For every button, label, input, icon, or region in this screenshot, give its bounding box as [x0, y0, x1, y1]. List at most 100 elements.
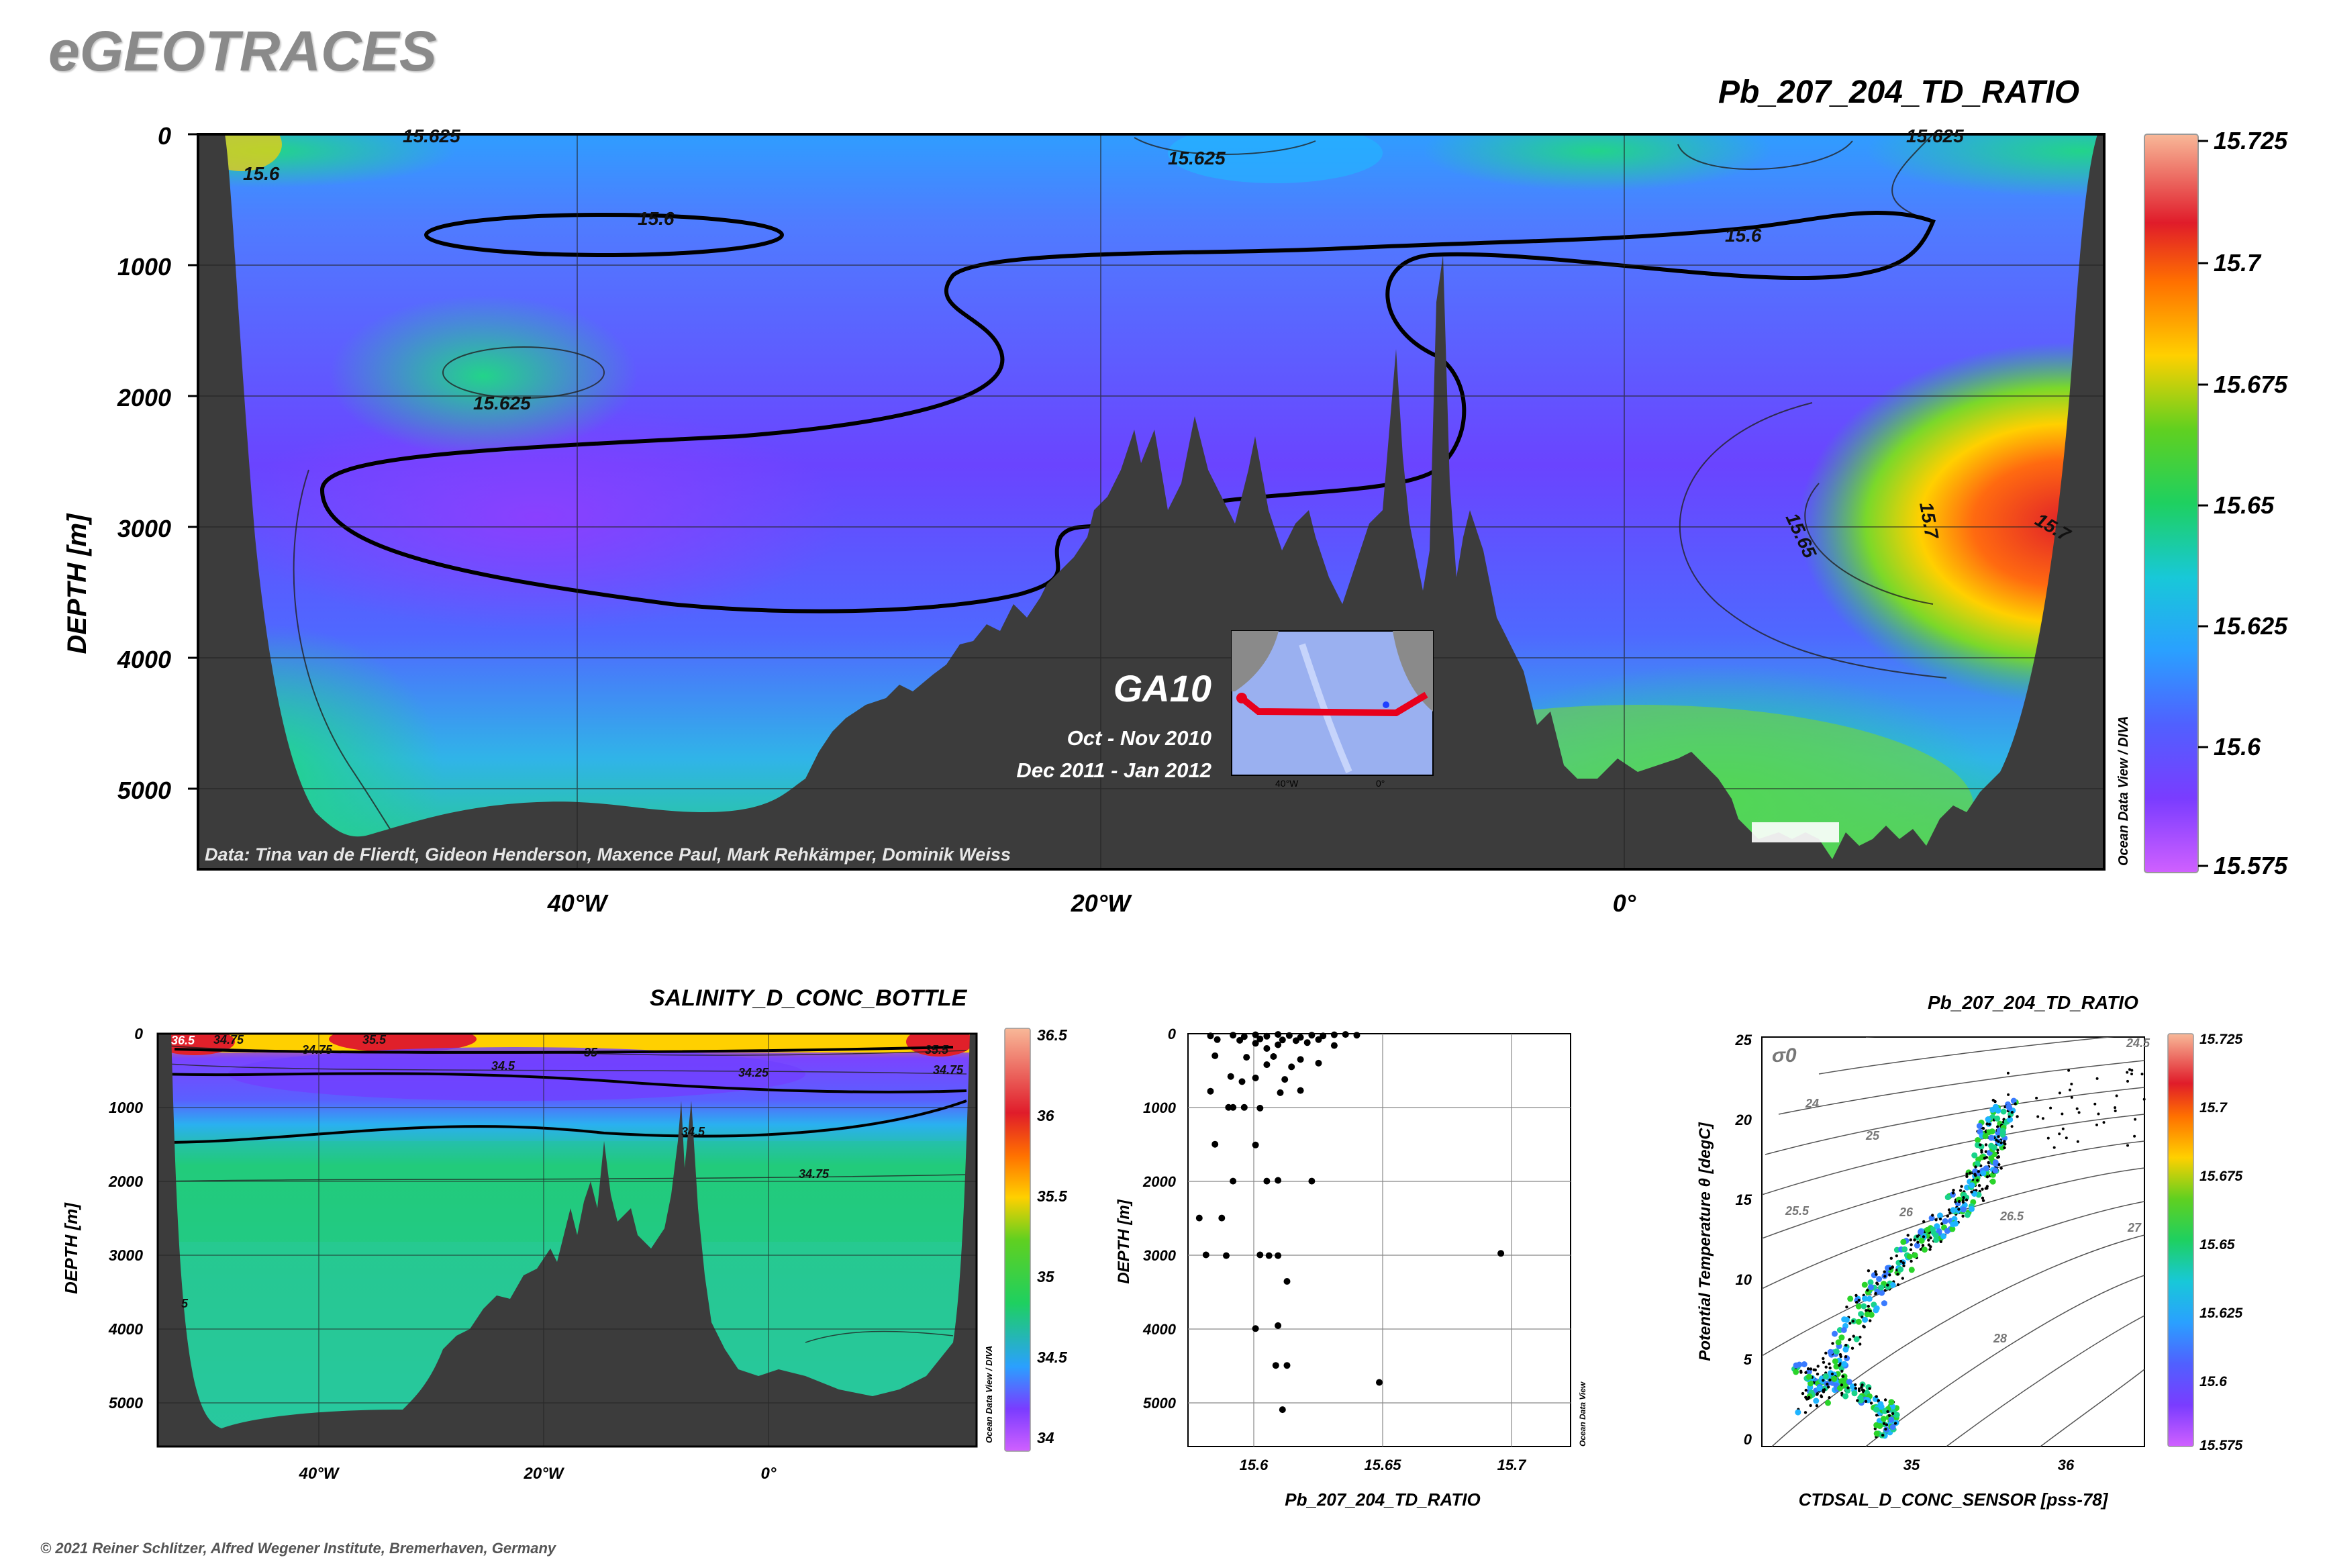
data-point	[1985, 1122, 1989, 1126]
colorbar-tick: 34.5	[1037, 1349, 1068, 1366]
data-point	[1860, 1385, 1863, 1389]
data-point	[1868, 1312, 1875, 1318]
data-point	[1822, 1373, 1829, 1379]
data-point	[1881, 1408, 1888, 1414]
data-point	[1969, 1206, 1975, 1212]
data-point	[1944, 1194, 1951, 1201]
data-point	[1842, 1382, 1848, 1388]
data-point	[1896, 1283, 1900, 1287]
data-point	[1824, 1365, 1828, 1369]
data-point	[2014, 1102, 2017, 1106]
data-point	[1999, 1141, 2003, 1144]
data-point	[1230, 1032, 1237, 1039]
data-point	[1828, 1362, 1831, 1366]
data-point	[2140, 1073, 2144, 1076]
data-point	[1883, 1289, 1887, 1292]
data-point	[1861, 1383, 1864, 1387]
data-point	[1873, 1307, 1879, 1314]
data-point	[1801, 1391, 1805, 1395]
data-point	[1921, 1244, 1925, 1247]
data-point	[2076, 1140, 2079, 1143]
contour-label: 15.6	[243, 163, 280, 184]
y-tick-label: 25	[1735, 1032, 1752, 1048]
data-point	[1962, 1196, 1965, 1199]
main-section-chart: 15.625 15.6 15.6 15.625 15.6 15.625 15.6…	[62, 122, 2288, 917]
data-point	[1864, 1400, 1868, 1403]
data-point	[1992, 1159, 1999, 1166]
data-point	[1909, 1238, 1912, 1242]
data-point	[1803, 1411, 1808, 1414]
data-point	[1833, 1348, 1840, 1355]
data-point	[1932, 1232, 1939, 1239]
data-point	[1839, 1355, 1842, 1359]
x-tick-label: 15.65	[1364, 1457, 1401, 1473]
data-point	[1981, 1196, 1985, 1199]
data-point	[1283, 1362, 1291, 1369]
y-tick-label: 0	[1168, 1026, 1177, 1042]
colorbar-tick: 15.6	[2199, 1374, 2227, 1389]
data-point	[1862, 1316, 1869, 1323]
contour-label: 34.75	[302, 1043, 333, 1057]
data-point	[1809, 1367, 1813, 1371]
data-point	[1983, 1165, 1989, 1172]
data-point	[1886, 1410, 1889, 1414]
data-point	[1902, 1264, 1905, 1267]
data-point	[1875, 1273, 1878, 1276]
salinity-section-chart: 34.75 35.5 35 34.75 35.5 34.5 34.25 34.7…	[61, 1025, 1068, 1483]
data-point	[1901, 1277, 1904, 1280]
data-point	[1858, 1311, 1865, 1318]
data-point	[1951, 1191, 1955, 1195]
y-tick-label: 20	[1735, 1112, 1752, 1128]
data-point	[1906, 1234, 1910, 1237]
contour-label: 34.25	[738, 1066, 769, 1079]
data-point	[1916, 1234, 1919, 1238]
data-point	[1866, 1289, 1869, 1292]
data-point	[1812, 1368, 1816, 1371]
odv-label: Ocean Data View / DIVA	[984, 1346, 994, 1443]
data-point	[1801, 1361, 1808, 1367]
data-point	[2041, 1117, 2044, 1120]
data-point	[2003, 1142, 2007, 1146]
colorbar-tick: 15.7	[2214, 249, 2262, 277]
data-point	[1922, 1246, 1928, 1253]
isopycnal-label: 26	[1899, 1206, 1914, 1219]
data-point	[1893, 1412, 1900, 1418]
data-point	[2046, 1136, 2050, 1140]
data-point	[1342, 1031, 1349, 1038]
contour-label: 15.625	[1906, 126, 1964, 146]
isopycnal-label: 26.5	[1999, 1210, 2024, 1223]
data-point	[1827, 1349, 1834, 1355]
data-point	[2065, 1136, 2068, 1140]
data-point	[1961, 1200, 1965, 1204]
data-point	[1910, 1243, 1913, 1246]
isopycnal-label: 25.5	[1785, 1204, 1810, 1218]
data-point	[1805, 1373, 1812, 1380]
x-tick-label: 20°W	[1071, 889, 1132, 917]
data-point	[1330, 1031, 1338, 1038]
data-point	[2010, 1097, 2017, 1104]
data-point	[1236, 1036, 1244, 1044]
data-point	[1850, 1346, 1854, 1350]
colorbar-tick: 15.65	[2199, 1237, 2235, 1253]
data-point	[1881, 1416, 1887, 1422]
data-point	[1277, 1089, 1284, 1096]
data-point	[1884, 1428, 1887, 1431]
data-point	[1999, 1167, 2003, 1170]
data-point	[1909, 1248, 1913, 1251]
data-point	[1889, 1267, 1892, 1271]
data-point	[1353, 1032, 1360, 1039]
data-point	[1844, 1343, 1848, 1347]
data-point	[1828, 1366, 1832, 1370]
isopycnal-label: 28	[1993, 1332, 2007, 1345]
data-point	[1877, 1401, 1884, 1408]
data-point	[1968, 1171, 1972, 1175]
data-point	[1897, 1266, 1904, 1273]
data-point	[2133, 1134, 2136, 1138]
contour-label: 34.75	[213, 1033, 244, 1046]
data-point	[1297, 1056, 1304, 1063]
data-point	[1888, 1416, 1895, 1423]
data-point	[1979, 1143, 1982, 1146]
data-point	[1867, 1279, 1874, 1285]
data-point	[1822, 1390, 1826, 1393]
inset-map: 40°W 0°	[1231, 630, 1434, 789]
